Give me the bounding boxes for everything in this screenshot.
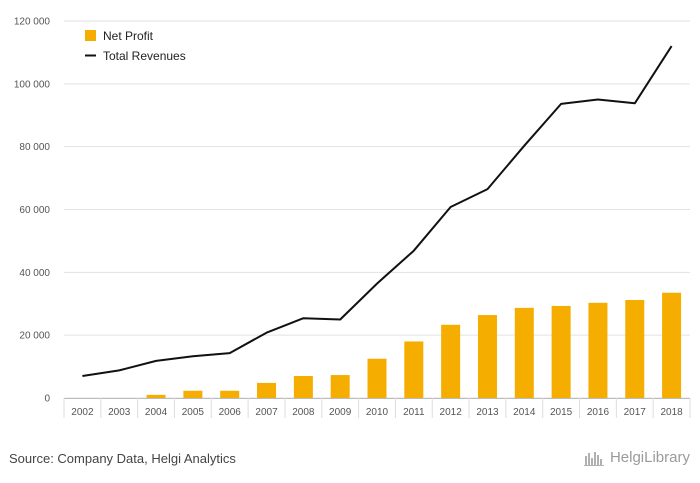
x-tick-label: 2002: [71, 407, 94, 418]
legend: Net Profit Total Revenues: [85, 29, 186, 63]
x-tick-label: 2010: [366, 407, 389, 418]
bar: [625, 299, 645, 398]
x-axis: 2002 2003 2004 2005 2006 2007 2008 2009 2010 2011…: [63, 398, 691, 418]
x-tick-label: 2008: [292, 407, 315, 418]
bar: [441, 324, 461, 398]
y-tick-label: 40 000: [19, 268, 50, 279]
brand-name: HelgiLibrary: [609, 449, 690, 466]
x-tick-label: 2013: [476, 407, 499, 418]
x-tick-label: 2017: [624, 407, 647, 418]
bar: [514, 307, 534, 398]
source-note: Source: Company Data, Helgi Analytics: [9, 451, 236, 466]
revenue-line: [82, 45, 673, 377]
x-tick-label: 2004: [145, 407, 168, 418]
bar: [662, 292, 682, 398]
bar: [588, 302, 608, 398]
legend-label-net-profit: Net Profit: [103, 29, 154, 43]
x-tick-label: 2005: [182, 407, 205, 418]
y-tick-label: 20 000: [19, 331, 50, 342]
bar: [404, 341, 424, 398]
x-tick-label: 2007: [255, 407, 278, 418]
brand: HelgiLibrary: [583, 449, 690, 466]
line-series: [82, 45, 673, 377]
bar: [477, 315, 497, 398]
bar: [146, 394, 166, 398]
legend-swatch-net-profit: [85, 30, 96, 41]
y-tick-label: 0: [44, 394, 50, 405]
bar: [330, 375, 350, 398]
x-tick-label: 2015: [550, 407, 573, 418]
y-tick-label: 60 000: [19, 205, 50, 216]
bar-series: [146, 292, 682, 398]
bar: [293, 376, 313, 398]
helgi-logo-icon: [583, 451, 604, 466]
grid-lines: [64, 20, 690, 399]
x-tick-label: 2016: [587, 407, 610, 418]
bar: [183, 390, 203, 398]
x-tick-label: 2011: [403, 407, 425, 418]
bar: [257, 382, 277, 398]
x-tick-label: 2012: [440, 407, 463, 418]
y-tick-label: 120 000: [14, 17, 51, 28]
x-tick-label: 2009: [329, 407, 352, 418]
y-tick-label: 100 000: [14, 79, 51, 90]
legend-label-total-revenues: Total Revenues: [103, 49, 186, 63]
x-tick-label: 2018: [660, 407, 683, 418]
x-tick-label: 2014: [513, 407, 536, 418]
x-tick-label: 2006: [219, 407, 242, 418]
y-tick-label: 80 000: [19, 142, 50, 153]
bar: [220, 390, 240, 398]
bar: [367, 358, 387, 398]
x-tick-label: 2003: [108, 407, 131, 418]
bar: [551, 305, 571, 398]
y-axis: 0 20 000 40 000 60 000 80 000 100 000 120 000: [14, 17, 51, 405]
